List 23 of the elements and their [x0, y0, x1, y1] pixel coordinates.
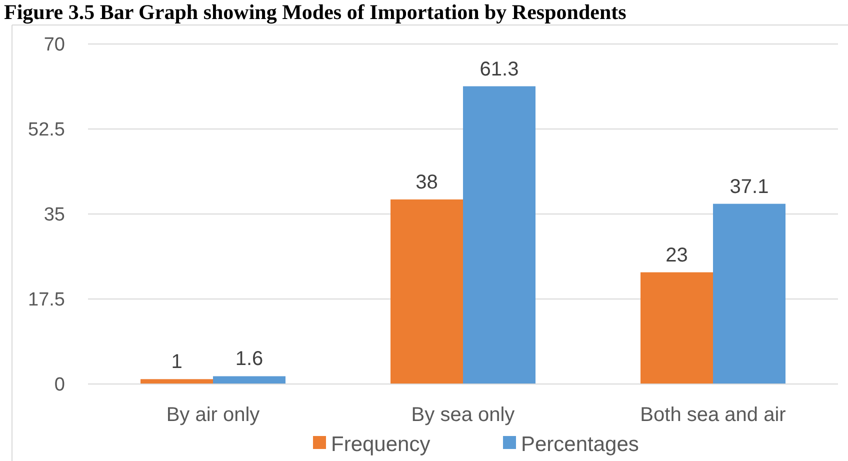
bar	[713, 204, 786, 384]
x-tick-label: Both sea and air	[640, 404, 786, 426]
bar	[463, 86, 536, 384]
bar	[140, 379, 213, 384]
y-tick-label: 0	[54, 374, 65, 396]
bar	[390, 199, 463, 384]
data-label: 61.3	[480, 58, 519, 80]
data-label: 1	[171, 351, 182, 374]
bar	[213, 376, 286, 384]
y-tick-label: 70	[44, 34, 65, 56]
x-tick-label: By air only	[166, 404, 260, 426]
chart-title: Figure 3.5 Bar Graph showing Modes of Importation by Respondents	[4, 0, 626, 24]
data-label: 37.1	[730, 176, 769, 198]
data-label: 23	[666, 244, 688, 266]
y-tick-label: 52.5	[28, 120, 65, 141]
x-tick-label: By sea only	[411, 404, 515, 426]
bar	[640, 272, 713, 384]
legend-label: Percentages	[521, 433, 639, 456]
legend-label: Frequency	[331, 433, 431, 456]
y-tick-label: 17.5	[28, 290, 65, 311]
data-label: 1.6	[235, 348, 264, 370]
data-label: 38	[416, 171, 438, 194]
y-tick-label: 35	[44, 204, 65, 226]
